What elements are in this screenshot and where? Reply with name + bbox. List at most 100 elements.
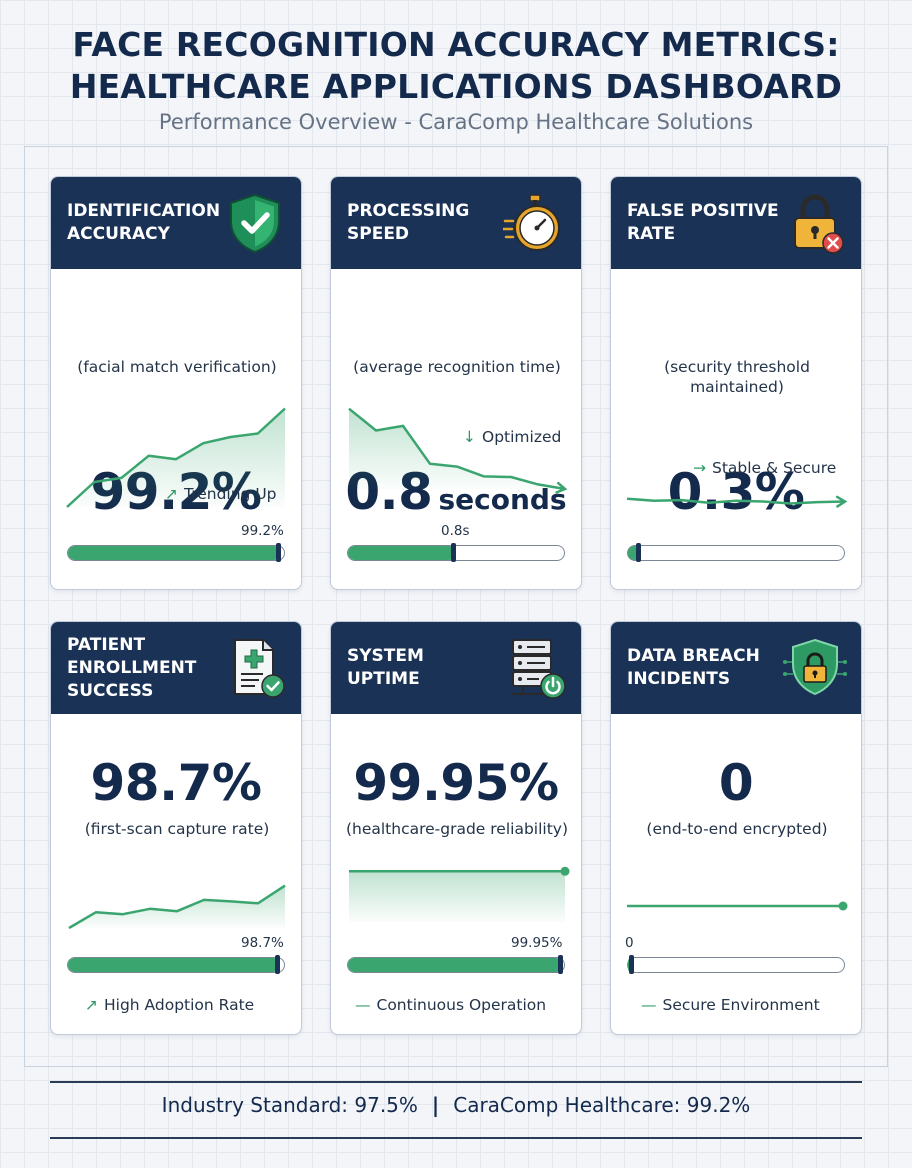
progress-bar <box>67 955 285 974</box>
arrow-right-icon: → <box>693 459 706 477</box>
card-header: FALSE POSITIVE RATE <box>611 177 861 269</box>
industry-standard: Industry Standard: 97.5% <box>161 1093 418 1117</box>
progress-fill <box>68 958 281 972</box>
progress-label: 99.2% <box>241 523 284 539</box>
progress-marker <box>450 543 456 562</box>
metric-number: 98.7% <box>90 754 262 812</box>
shield-check-icon <box>230 193 280 254</box>
chart-line <box>348 407 566 491</box>
metric-value: 0 <box>611 754 861 812</box>
metric-number: 0.3% <box>667 463 805 521</box>
progress-marker <box>557 955 563 974</box>
trend-up-icon: ↗ <box>85 996 98 1014</box>
shield-lock-icon <box>783 638 847 696</box>
progress-bar <box>627 955 845 974</box>
chart-end-dot <box>560 866 570 876</box>
progress-bar <box>627 543 845 562</box>
frame-line-bottom <box>24 1066 888 1067</box>
trend-up-icon: ↗ <box>165 485 178 503</box>
metric-caption: (facial match verification) <box>77 358 277 376</box>
card-header: DATA BREACH INCIDENTS <box>611 622 861 714</box>
progress-label: 98.7% <box>241 935 284 951</box>
frame-line-top <box>24 146 888 147</box>
chart-area <box>349 871 565 922</box>
progress-bar <box>347 955 565 974</box>
card-title: PROCESSING SPEED <box>347 201 470 244</box>
metric-caption: (first-scan capture rate) <box>84 820 270 838</box>
chart-line <box>68 884 286 930</box>
trend-indicator: — Continuous Operation <box>355 996 546 1014</box>
progress-marker <box>276 543 282 562</box>
trend-label: Continuous Operation <box>376 996 547 1014</box>
footer-rule-top <box>50 1081 862 1083</box>
dash-icon: — <box>355 996 371 1014</box>
document-check-icon <box>234 639 285 698</box>
card-patient-enrollment: PATIENT ENROLLMENT SUCCESS 98.7% (first-… <box>50 621 302 1035</box>
metric-caption: (end-to-end encrypted) <box>646 820 828 838</box>
server-power-icon <box>511 639 566 699</box>
metric-caption: (healthcare-grade reliability) <box>345 820 569 838</box>
progress-label: 0 <box>625 935 634 951</box>
progress-marker <box>629 955 634 974</box>
metric-value: 99.95% <box>331 754 581 812</box>
footer-separator: | <box>431 1093 440 1117</box>
page-title-line1: FACE RECOGNITION ACCURACY METRICS: <box>72 25 840 64</box>
card-title: DATA BREACH INCIDENTS <box>627 646 760 689</box>
arrow-down-icon: ↓ <box>463 428 476 446</box>
card-processing-speed: PROCESSING SPEED 0.8 seconds (average rec… <box>330 176 582 590</box>
dash-icon: — <box>641 996 657 1014</box>
card-title: FALSE POSITIVE RATE <box>627 201 779 244</box>
card-false-positive-rate: FALSE POSITIVE RATE 0.3% (security thres… <box>610 176 862 590</box>
frame-line-left <box>24 146 25 1066</box>
chart-processing-speed <box>348 407 568 494</box>
chart-end-dot <box>838 901 848 911</box>
card-header: IDENTIFICATION ACCURACY <box>51 177 301 269</box>
trend-label: High Adoption Rate <box>104 996 255 1014</box>
chart-arrowhead <box>835 495 848 508</box>
page-title-line2: HEALTHCARE APPLICATIONS DASHBOARD <box>69 67 843 106</box>
metric-number: 99.95% <box>353 754 559 812</box>
footer-comparison: Industry Standard: 97.5% | CaraComp Health… <box>0 1093 912 1117</box>
chart-area <box>67 408 285 507</box>
chart-system-uptime <box>349 866 570 922</box>
chart-patient-enrollment <box>68 884 286 930</box>
chart-area <box>69 885 285 928</box>
progress-marker <box>635 543 641 562</box>
trend-indicator: ↗ High Adoption Rate <box>85 996 254 1014</box>
trend-indicator: — Secure Environment <box>641 996 820 1014</box>
stopwatch-icon <box>503 194 560 251</box>
metric-caption: (security threshold maintained) <box>664 358 810 396</box>
caracomp-score: CaraComp Healthcare: 99.2% <box>453 1093 751 1117</box>
progress-bar <box>67 543 285 562</box>
page-subtitle: Performance Overview - CaraComp Healthca… <box>158 110 754 134</box>
trend-indicator: → Stable & Secure <box>693 459 836 477</box>
progress-fill <box>348 546 456 560</box>
card-title: PATIENT ENROLLMENT SUCCESS <box>67 634 197 701</box>
metric-number: 0 <box>718 754 754 812</box>
progress-label: 0.8s <box>441 523 470 539</box>
progress-fill <box>68 546 282 560</box>
chart-false-positive-rate <box>626 495 848 508</box>
chart-area <box>349 408 565 489</box>
progress-fill <box>348 958 563 972</box>
chart-data-breach <box>627 901 848 911</box>
trend-label: Optimized <box>482 428 562 446</box>
metric-caption: (average recognition time) <box>353 358 561 376</box>
metric-value: 98.7% <box>51 754 301 812</box>
trend-label: Stable & Secure <box>712 459 837 477</box>
chart-identification-accuracy <box>66 407 286 508</box>
card-system-uptime: SYSTEM UPTIME 99.95% (healthcare-grade r… <box>330 621 582 1035</box>
chart-line <box>66 407 286 508</box>
padlock-x-icon <box>794 194 844 254</box>
card-header: PATIENT ENROLLMENT SUCCESS <box>51 622 301 714</box>
chart-arrowhead <box>555 481 568 494</box>
progress-label: 99.95% <box>511 935 563 951</box>
frame-line-right <box>887 146 888 1066</box>
card-header: PROCESSING SPEED <box>331 177 581 269</box>
trend-label: Trending Up <box>184 485 277 503</box>
trend-indicator: ↗ Trending Up <box>165 485 277 503</box>
page-title: FACE RECOGNITION ACCURACY METRICS: HEALT… <box>0 24 912 108</box>
card-title: IDENTIFICATION ACCURACY <box>67 201 221 244</box>
card-title: SYSTEM UPTIME <box>347 646 424 689</box>
footer-rule-bottom <box>50 1137 862 1139</box>
